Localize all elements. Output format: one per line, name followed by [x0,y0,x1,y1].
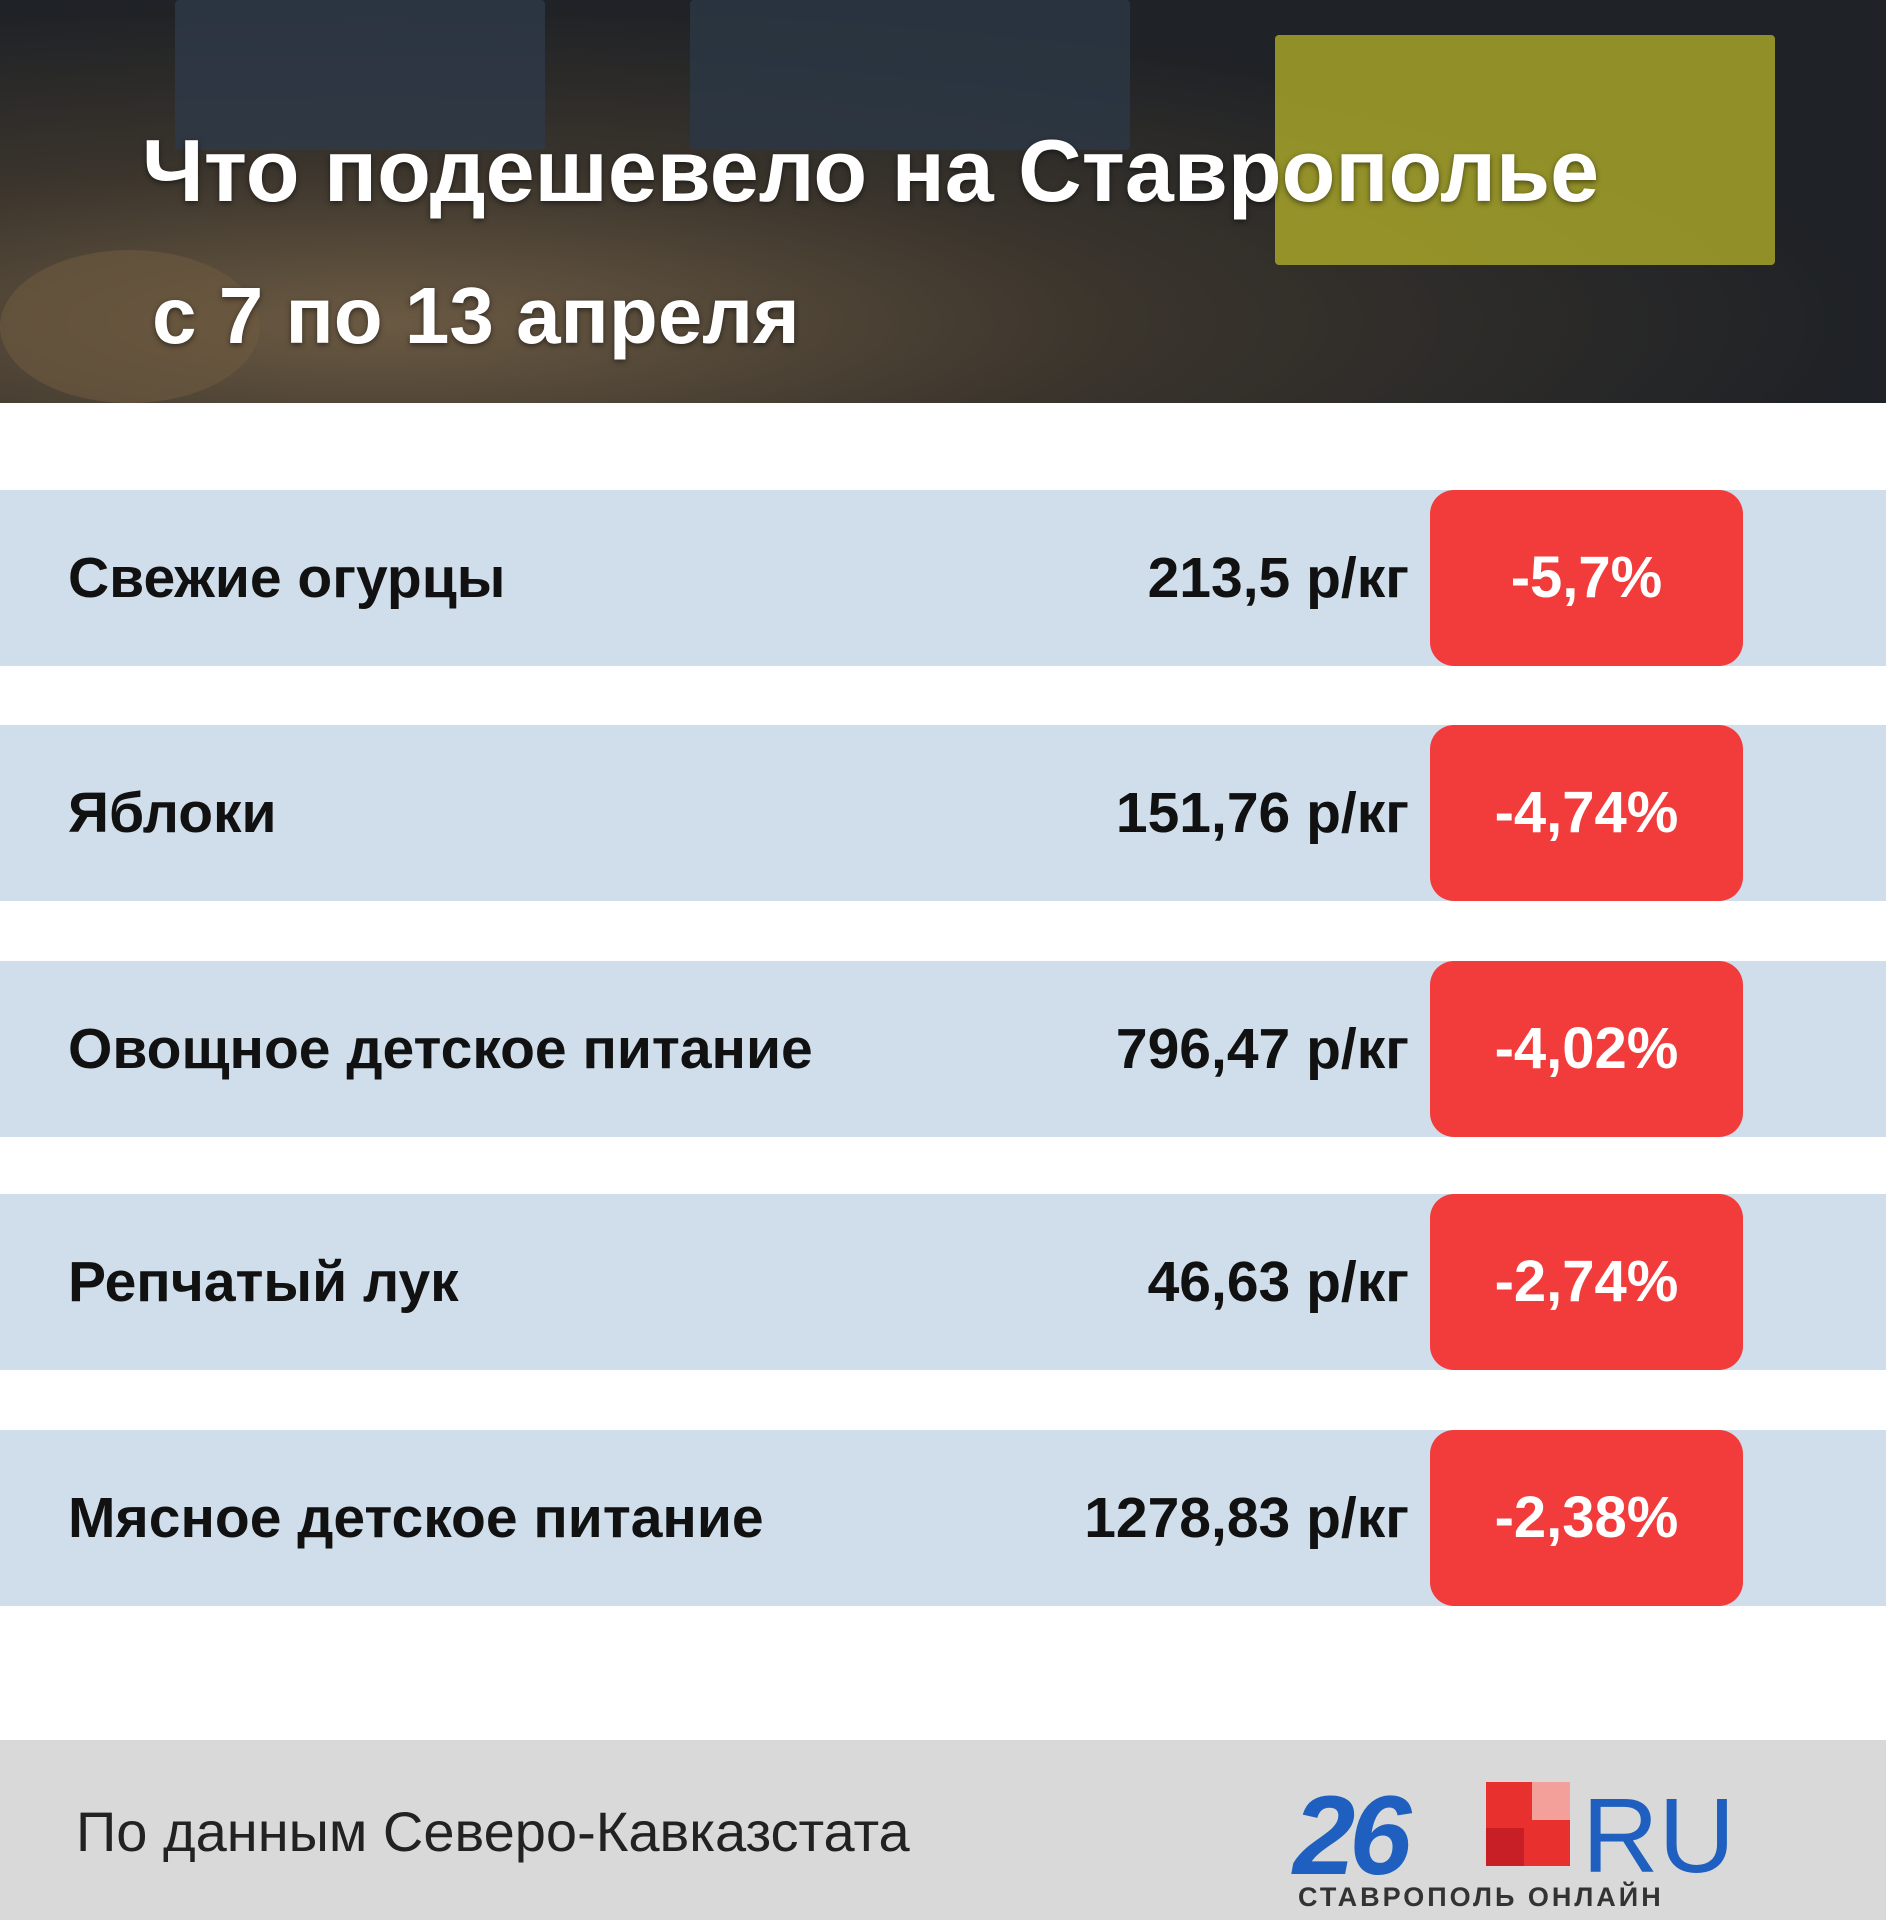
price-change: -4,02% [1430,961,1743,1137]
row: Овощное детское питание 796,47 р/кг -4,02% [0,961,1886,1137]
item-name: Яблоки [68,781,277,845]
row: Репчатый лук 46,63 р/кг -2,74% [0,1194,1886,1370]
row: Яблоки 151,76 р/кг -4,74% [0,725,1886,901]
price-change: -2,74% [1430,1194,1743,1370]
logo-number: 26 [1293,1773,1412,1898]
header: Что подешевело на Ставрополье с 7 по 13 … [0,0,1886,403]
row: Мясное детское питание 1278,83 р/кг -2,38% [0,1430,1886,1606]
item-price: 796,47 р/кг [1115,1017,1409,1081]
potato-photo [0,250,260,403]
price-change: -2,38% [1430,1430,1743,1606]
footer: По данным Северо-Кавказстата 26 RU СТАВР… [0,1740,1886,1920]
logo-suffix: RU [1582,1777,1736,1895]
row: Свежие огурцы 213,5 р/кг -5,7% [0,490,1886,666]
item-name: Овощное детское питание [68,1017,813,1081]
item-price: 213,5 р/кг [1147,546,1409,610]
price-tag-photo [1275,35,1775,265]
price-change: -4,74% [1430,725,1743,901]
price-tag-photo [690,0,1130,150]
source: По данным Северо-Кавказстата [76,1800,910,1863]
item-price: 151,76 р/кг [1115,781,1409,845]
item-price: 46,63 р/кг [1147,1250,1409,1314]
item-name: Репчатый лук [68,1250,459,1314]
price-change: -5,7% [1430,490,1743,666]
logo-square [1486,1782,1570,1866]
logo-tagline: СТАВРОПОЛЬ ОНЛАЙН [1298,1882,1664,1912]
subtitle: с 7 по 13 апреля [152,271,800,360]
item-name: Мясное детское питание [68,1486,764,1550]
item-name: Свежие огурцы [68,546,506,610]
title: Что подешевело на Ставрополье [142,121,1600,220]
price-tag-photo [175,0,545,150]
item-price: 1278,83 р/кг [1084,1486,1409,1550]
